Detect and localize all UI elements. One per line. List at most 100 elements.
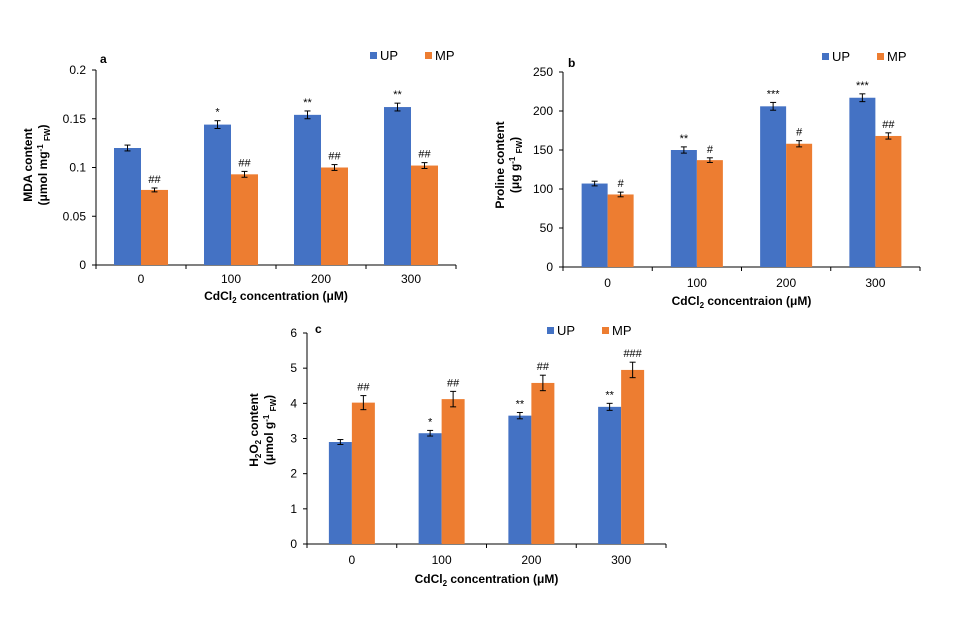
significance-label: * [428, 416, 433, 428]
y-tick-label: 0 [290, 537, 297, 551]
x-tick-label: 100 [432, 553, 452, 567]
x-tick-label: 0 [138, 272, 145, 286]
bar-mp [351, 402, 375, 544]
y-tick-label: 0 [79, 258, 86, 272]
x-tick-label: 100 [221, 272, 241, 286]
significance-label: *** [856, 80, 870, 92]
bar-up [849, 97, 876, 268]
significance-label: ** [680, 133, 689, 145]
bar-mp [786, 143, 813, 267]
significance-label: # [796, 127, 803, 139]
significance-label: # [707, 144, 714, 156]
x-tick-label: 0 [604, 276, 611, 290]
significance-label: ## [882, 119, 895, 131]
x-tick-label: 200 [521, 553, 541, 567]
y-tick-label: 100 [533, 182, 553, 196]
y-tick-label: 150 [533, 143, 553, 157]
legend-swatch-up [822, 53, 829, 60]
legend: UP MP [370, 48, 455, 63]
bar-mp [141, 189, 168, 265]
legend: UP MP [822, 49, 907, 64]
panel-letter: b [568, 56, 575, 70]
bar-up [328, 442, 352, 544]
legend: UP MP [547, 323, 632, 338]
legend-swatch-up [547, 327, 554, 334]
legend-label: UP [557, 323, 575, 338]
bar-up [508, 415, 532, 544]
y-axis-title: H2O2 content [247, 393, 263, 467]
y-axis-unit: (μg g-1 FW) [508, 137, 524, 193]
bar-up [384, 107, 411, 265]
y-axis-unit: (μmol g-1 FW) [262, 395, 278, 465]
y-axis-title: Proline content [493, 121, 507, 208]
significance-label: ## [148, 174, 161, 186]
bar-up [670, 150, 697, 267]
bar-mp [531, 382, 555, 544]
legend-label: UP [380, 48, 398, 63]
y-tick-label: 4 [290, 396, 297, 410]
significance-label: * [215, 107, 220, 119]
x-tick-label: 0 [349, 553, 356, 567]
legend-label: MP [612, 323, 632, 338]
legend-swatch-mp [425, 52, 432, 59]
significance-label: ## [537, 361, 550, 373]
y-tick-label: 200 [533, 104, 553, 118]
bar-mp [321, 167, 348, 265]
bar-up [114, 148, 141, 265]
x-axis-title: CdCl2 concentraion (μM) [672, 294, 812, 310]
chart-panel-c: c 0 1 2 3 4 5 6 0 ## 100 * ## 200 ** ## 300 ** ### CdCl2 co… [247, 322, 667, 588]
y-tick-label: 0 [546, 260, 553, 274]
x-axis-title: CdCl2 concentration (μM) [204, 289, 348, 305]
x-tick-label: 100 [687, 276, 707, 290]
significance-label: ## [238, 157, 251, 169]
bar-up [294, 114, 321, 265]
legend-swatch-mp [877, 53, 884, 60]
significance-label: *** [767, 88, 781, 100]
y-tick-label: 3 [290, 432, 297, 446]
bar-up [204, 124, 231, 265]
bar-mp [875, 135, 902, 267]
y-tick-label: 1 [290, 502, 297, 516]
y-tick-label: 250 [533, 65, 553, 79]
bar-mp [696, 160, 723, 267]
bar-up [581, 183, 608, 267]
x-tick-label: 300 [865, 276, 885, 290]
y-tick-label: 2 [290, 467, 297, 481]
significance-label: ## [357, 382, 370, 394]
panel-letter: c [315, 322, 322, 336]
y-axis-title: MDA content [21, 128, 35, 202]
bar-mp [231, 174, 258, 265]
bar-up [418, 433, 442, 544]
bar-mp [621, 369, 645, 544]
bar-mp [411, 165, 438, 265]
x-tick-label: 300 [401, 272, 421, 286]
bar-mp [441, 399, 465, 544]
x-tick-label: 200 [776, 276, 796, 290]
chart-panel-b: b 0 50 100 150 200 250 0 #100 ** #200 *** #300 *** ## C… [493, 49, 921, 310]
significance-label: # [618, 178, 625, 190]
y-tick-label: 5 [290, 361, 297, 375]
x-tick-label: 300 [611, 553, 631, 567]
significance-label: ## [447, 377, 460, 389]
bar-up [598, 406, 622, 544]
legend-swatch-mp [602, 327, 609, 334]
significance-label: ** [303, 97, 312, 109]
x-axis-title: CdCl2 concentration (μM) [415, 572, 559, 588]
y-tick-label: 6 [290, 326, 297, 340]
bar-mp [607, 194, 634, 267]
legend-label: MP [435, 48, 455, 63]
y-axis-unit: (μmol mg-1 FW) [36, 125, 52, 206]
legend-label: MP [887, 49, 907, 64]
significance-label: ** [393, 89, 402, 101]
chart-panel-a: a 0 0.05 0.1 0.15 0.2 0 ## 100 * ## 200 ** ## 300 ** ## C… [21, 48, 457, 305]
panel-letter: a [100, 52, 107, 66]
significance-label: ** [605, 389, 614, 401]
significance-label: ** [516, 398, 525, 410]
significance-label: ## [328, 151, 341, 163]
legend-label: UP [832, 49, 850, 64]
y-tick-label: 50 [540, 221, 554, 235]
x-tick-label: 200 [311, 272, 331, 286]
y-tick-label: 0.2 [69, 63, 86, 77]
y-tick-label: 0.1 [69, 161, 86, 175]
